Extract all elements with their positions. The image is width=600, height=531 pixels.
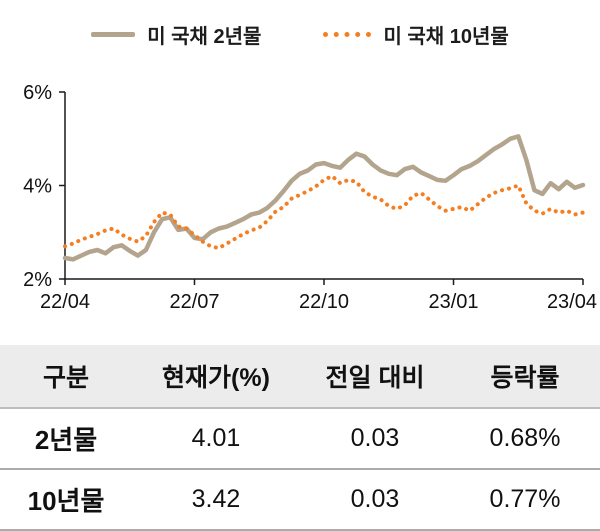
- x-axis-label: 22/07: [169, 291, 219, 312]
- x-axis-label: 23/04: [547, 291, 597, 312]
- table-row: 10년물 3.42 0.03 0.77%: [0, 469, 600, 531]
- legend-item-10yr: 미 국채 10년물: [323, 20, 509, 49]
- legend-label-10yr: 미 국채 10년물: [383, 25, 509, 48]
- table-row: 2년물 4.01 0.03 0.68%: [0, 408, 600, 470]
- column-header-2: 현재가(%): [132, 345, 300, 409]
- legend-item-2yr: 미 국채 2년물: [91, 20, 261, 49]
- dotted-line-swatch: [323, 31, 372, 37]
- row-label: 10년물: [0, 469, 132, 531]
- x-axis-label: 22/04: [40, 291, 90, 312]
- column-header-4: 등락률: [450, 345, 600, 409]
- column-header-1: 구분: [0, 345, 132, 409]
- header-row: 구분 현재가(%) 전일 대비 등락률: [0, 345, 600, 409]
- chart-legend: 미 국채 2년물 미 국채 10년물: [0, 0, 600, 48]
- solid-line-swatch: [91, 31, 136, 37]
- x-axis-label: 22/10: [299, 291, 349, 312]
- y-axis-label: 4%: [23, 176, 52, 198]
- chart-area: 2% 4% 6% 22/04 22/07 22/10 23/01 23/04: [0, 62, 600, 317]
- quote-table-body: 2년물 4.01 0.03 0.68% 10년물 3.42 0.03 0.77%: [0, 408, 600, 531]
- column-header-3: 전일 대비: [300, 345, 450, 409]
- y-axis-label: 6%: [23, 82, 52, 104]
- cell: 0.77%: [450, 469, 600, 531]
- series-line-10yr: [63, 174, 585, 251]
- cell: 0.03: [300, 469, 450, 531]
- x-axis-label: 23/01: [428, 291, 478, 312]
- series-line-2yr: [62, 134, 586, 262]
- cell: 3.42: [132, 469, 300, 531]
- row-label: 2년물: [0, 408, 132, 470]
- quote-table: 구분 현재가(%) 전일 대비 등락률 2년물 4.01 0.03 0.68% 10년물 3.4…: [0, 345, 600, 531]
- legend-label-2yr: 미 국채 2년물: [147, 25, 262, 48]
- cell: 0.68%: [450, 408, 600, 470]
- cell: 0.03: [300, 408, 450, 470]
- quote-table-header: 구분 현재가(%) 전일 대비 등락률: [0, 345, 600, 409]
- cell: 4.01: [132, 408, 300, 470]
- yield-chart: 2% 4% 6% 22/04 22/07 22/10 23/01 23/04: [23, 82, 597, 313]
- y-axis-label: 2%: [23, 269, 52, 291]
